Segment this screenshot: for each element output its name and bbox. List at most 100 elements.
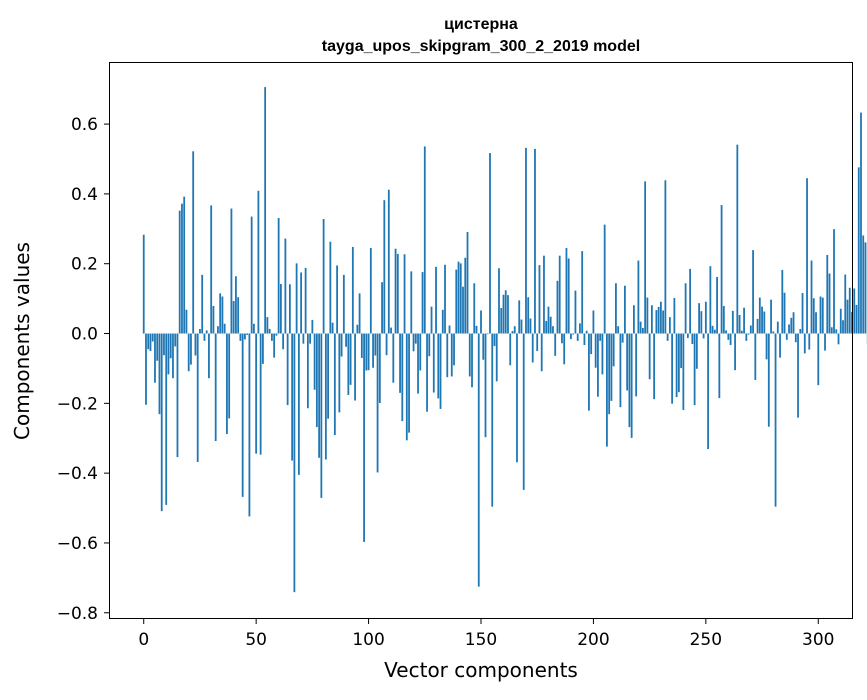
bar — [476, 326, 478, 334]
bar — [390, 328, 392, 334]
bar — [345, 334, 347, 347]
bar — [296, 263, 298, 333]
bar — [300, 272, 302, 333]
bar — [757, 319, 759, 334]
bar — [797, 334, 799, 418]
bar — [503, 295, 505, 334]
bar — [365, 334, 367, 371]
bar — [835, 329, 837, 333]
bar — [258, 191, 260, 334]
bar — [210, 205, 212, 333]
bar — [570, 334, 572, 340]
bar — [170, 334, 172, 359]
bar — [541, 334, 543, 372]
bar — [314, 334, 316, 390]
bar — [266, 317, 268, 333]
bar — [363, 334, 365, 542]
y-tick-label: −0.6 — [57, 534, 98, 554]
bar — [491, 334, 493, 507]
bar — [804, 334, 806, 354]
bar — [813, 298, 815, 333]
bar — [799, 329, 801, 334]
bar — [842, 320, 844, 333]
bar — [709, 266, 711, 333]
bar — [444, 265, 446, 334]
bar — [790, 318, 792, 334]
bar — [177, 334, 179, 458]
bar — [766, 334, 768, 360]
bar — [440, 334, 442, 409]
bar — [523, 334, 525, 490]
bar — [743, 308, 745, 334]
bar — [419, 334, 421, 371]
bar — [284, 239, 286, 334]
bar — [163, 334, 165, 356]
bar — [525, 148, 527, 334]
bar — [629, 334, 631, 428]
bar — [188, 334, 190, 372]
bar — [673, 298, 675, 334]
bar — [550, 317, 552, 334]
bar — [464, 258, 466, 334]
bar — [838, 334, 840, 345]
bar — [145, 334, 147, 405]
bar — [806, 178, 808, 333]
bar — [325, 334, 327, 460]
bar — [485, 334, 487, 438]
bar — [822, 298, 824, 334]
bar — [559, 256, 561, 334]
bar — [161, 334, 163, 512]
bar — [808, 334, 810, 350]
x-axis-label: Vector components — [384, 658, 578, 682]
bar — [219, 293, 221, 333]
bar — [611, 334, 613, 401]
bar — [745, 334, 747, 341]
bar — [833, 229, 835, 333]
bar — [424, 146, 426, 333]
bar — [453, 334, 455, 366]
x-tick-label: 250 — [690, 630, 722, 650]
bar — [471, 334, 473, 388]
bar — [356, 325, 358, 334]
bar — [271, 334, 273, 341]
bar — [667, 334, 669, 341]
bar — [763, 312, 765, 334]
bar — [777, 322, 779, 334]
bar — [273, 334, 275, 358]
bar — [291, 334, 293, 461]
bar — [775, 334, 777, 507]
bar — [698, 303, 700, 333]
x-tick-label: 150 — [465, 630, 497, 650]
bar — [451, 334, 453, 377]
bar — [712, 326, 714, 334]
bar — [561, 334, 563, 344]
bar — [494, 334, 496, 347]
bar — [649, 334, 651, 380]
bar — [563, 334, 565, 365]
bar — [545, 321, 547, 334]
bar — [426, 334, 428, 412]
bar — [442, 310, 444, 334]
bar — [694, 334, 696, 406]
bar — [437, 334, 439, 399]
bar — [359, 293, 361, 333]
bar — [671, 334, 673, 404]
bar — [858, 167, 860, 333]
bar — [718, 334, 720, 399]
bar — [653, 334, 655, 400]
bar — [374, 334, 376, 356]
bar — [280, 284, 282, 334]
bar — [781, 270, 783, 334]
bar — [422, 272, 424, 333]
bar — [761, 307, 763, 334]
bar — [730, 334, 732, 346]
bar — [379, 334, 381, 403]
bar — [788, 324, 790, 333]
x-tick-label: 300 — [802, 630, 834, 650]
bar — [748, 334, 750, 335]
bar — [482, 334, 484, 360]
bar — [305, 268, 307, 334]
bar — [350, 334, 352, 385]
bar — [527, 297, 529, 333]
